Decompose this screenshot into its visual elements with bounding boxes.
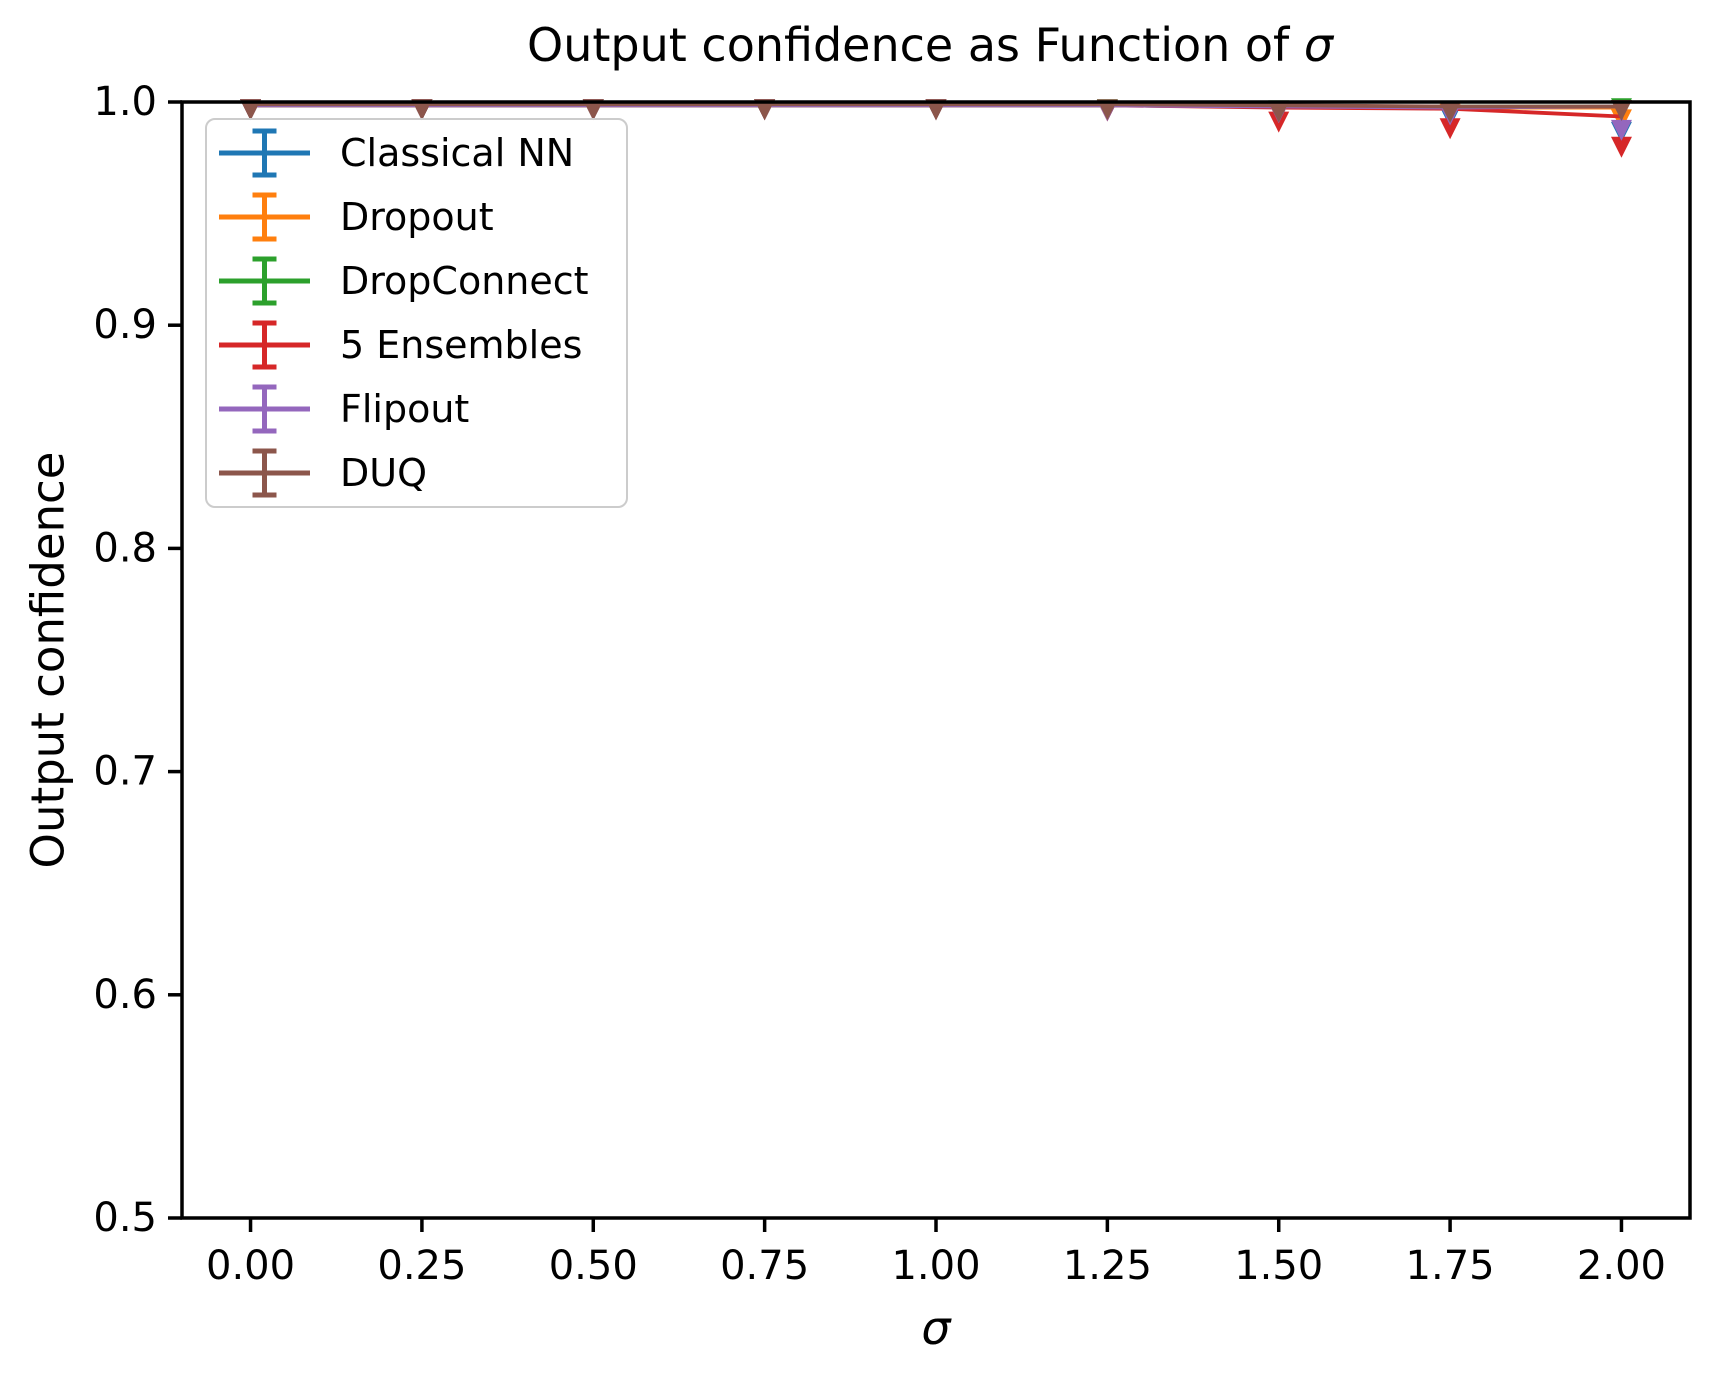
y-tick-label: 1.0 bbox=[93, 79, 157, 125]
legend-item-5-ensembles: 5 Ensembles bbox=[207, 313, 626, 377]
x-tick-label: 0.75 bbox=[720, 1243, 809, 1289]
legend-errorbar-icon bbox=[219, 256, 310, 306]
y-tick-label: 0.7 bbox=[93, 749, 157, 795]
legend-item-dropout: Dropout bbox=[207, 185, 626, 249]
caret-down-marker bbox=[1439, 101, 1461, 123]
y-tick-label: 0.9 bbox=[93, 302, 157, 348]
legend-item-label: DUQ bbox=[340, 451, 427, 495]
legend-errorbar-icon bbox=[219, 128, 310, 178]
x-tick-label: 1.00 bbox=[891, 1243, 980, 1289]
legend-item-label: DropConnect bbox=[340, 259, 589, 303]
legend: Classical NN Dropout DropConnect 5 Ensemble… bbox=[205, 118, 628, 508]
y-tick-label: 0.6 bbox=[93, 972, 157, 1018]
x-tick-label: 0.00 bbox=[206, 1243, 295, 1289]
legend-item-label: 5 Ensembles bbox=[340, 323, 583, 367]
caret-down-marker bbox=[1268, 101, 1290, 123]
legend-errorbar-icon bbox=[219, 320, 310, 370]
y-tick-label: 0.5 bbox=[93, 1195, 157, 1241]
chart-title-text: Output confidence as Function of bbox=[526, 18, 1304, 72]
legend-item-classical-nn: Classical NN bbox=[207, 121, 626, 185]
caret-down-marker bbox=[582, 99, 604, 121]
caret-down-marker bbox=[925, 99, 947, 121]
caret-down-marker bbox=[754, 99, 776, 121]
caret-down-marker bbox=[240, 99, 262, 121]
caret-down-marker bbox=[1610, 119, 1632, 141]
x-tick-label: 0.25 bbox=[377, 1243, 466, 1289]
x-tick-label: 1.75 bbox=[1406, 1243, 1495, 1289]
caret-down-marker bbox=[1610, 136, 1632, 158]
y-axis-ticks: 0.5 0.6 0.7 0.8 0.9 1.0 bbox=[93, 79, 182, 1241]
x-tick-label: 1.25 bbox=[1063, 1243, 1152, 1289]
x-tick-label: 0.50 bbox=[549, 1243, 638, 1289]
x-tick-label: 2.00 bbox=[1577, 1243, 1666, 1289]
caret-down-marker bbox=[1610, 99, 1632, 121]
legend-item-duq: DUQ bbox=[207, 441, 626, 505]
legend-item-label: Dropout bbox=[340, 195, 494, 239]
legend-errorbar-icon bbox=[219, 192, 310, 242]
legend-errorbar-icon bbox=[219, 384, 310, 434]
caret-down-marker bbox=[411, 99, 433, 121]
chart-title-sigma: σ bbox=[1303, 18, 1334, 72]
y-tick-label: 0.8 bbox=[93, 525, 157, 571]
legend-item-label: Flipout bbox=[340, 387, 470, 431]
caret-down-marker bbox=[1439, 118, 1461, 140]
chart-title: Output confidence as Function of σ bbox=[527, 19, 1333, 72]
legend-item-label: Classical NN bbox=[340, 131, 575, 175]
x-axis-ticks: 0.00 0.25 0.50 0.75 1.00 1.25 1.50 1.75 2.00 bbox=[206, 1218, 1666, 1289]
series-duq bbox=[240, 99, 1632, 123]
legend-errorbar-icon bbox=[219, 448, 310, 498]
legend-item-dropconnect: DropConnect bbox=[207, 249, 626, 313]
legend-item-flipout: Flipout bbox=[207, 377, 626, 441]
x-tick-label: 1.50 bbox=[1234, 1243, 1323, 1289]
caret-down-marker bbox=[1096, 99, 1118, 121]
x-axis-label: σ bbox=[921, 1301, 951, 1355]
